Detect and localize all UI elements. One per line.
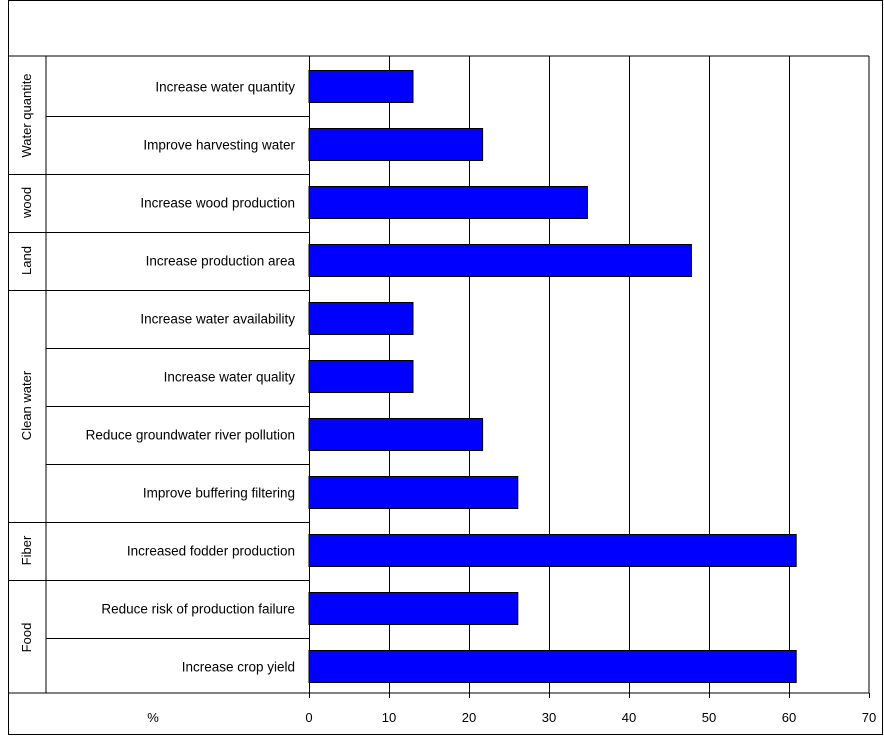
group-label: Land — [19, 246, 34, 275]
bar — [308, 70, 414, 103]
bar — [308, 476, 519, 509]
category-label: Increase crop yield — [182, 660, 295, 675]
category-label: Increased fodder production — [127, 544, 295, 559]
x-tick-label: 40 — [622, 710, 636, 725]
group-label: Fiber — [19, 535, 34, 565]
x-tick-label: 0 — [305, 710, 312, 725]
bar — [308, 592, 519, 625]
x-tick-label: 30 — [542, 710, 556, 725]
bar — [308, 418, 484, 451]
group-label: Water quantite — [19, 73, 34, 157]
category-label: Improve buffering filtering — [143, 486, 295, 501]
x-tick-label: 20 — [462, 710, 476, 725]
category-label: Increase water quantity — [155, 80, 295, 95]
group-label: Food — [19, 623, 34, 653]
x-axis-label: % — [147, 710, 159, 725]
x-tick-label: 50 — [702, 710, 716, 725]
bar — [308, 128, 484, 161]
x-tick-label: 70 — [862, 710, 876, 725]
bar — [308, 302, 414, 335]
bar — [308, 360, 414, 393]
x-tick-label: 60 — [782, 710, 796, 725]
category-label: Increase production area — [146, 254, 296, 269]
bar — [308, 650, 797, 683]
category-label: Improve harvesting water — [143, 138, 295, 153]
group-label: Clean water — [19, 370, 34, 440]
bar — [308, 244, 692, 277]
group-label: wood — [19, 187, 34, 219]
category-label: Reduce risk of production failure — [101, 602, 295, 617]
category-label: Increase water quality — [164, 370, 296, 385]
category-label: Increase water availability — [140, 312, 295, 327]
bar — [308, 186, 588, 219]
bar — [308, 534, 797, 567]
category-label: Reduce groundwater river pollution — [86, 428, 295, 443]
category-label: Increase wood production — [140, 196, 295, 211]
x-tick-label: 10 — [382, 710, 396, 725]
